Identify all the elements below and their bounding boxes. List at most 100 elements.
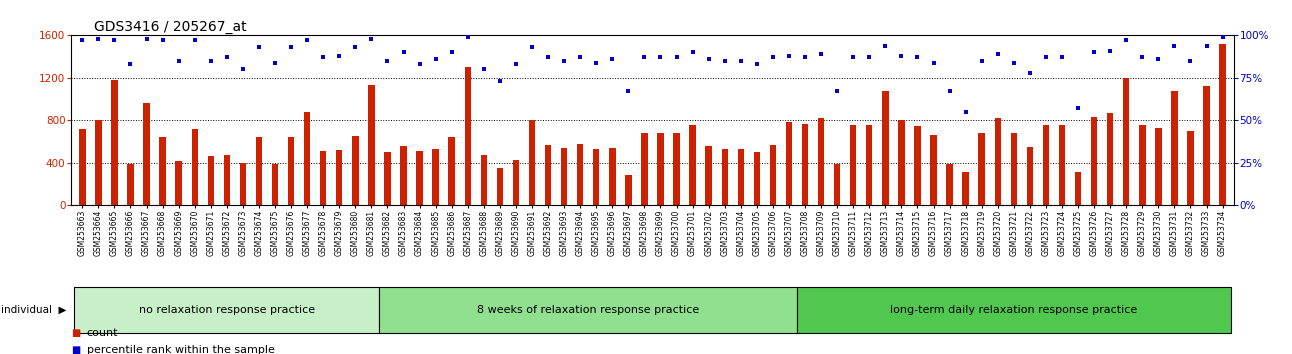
Point (313, 55, 333, 60)
Text: count: count (87, 328, 118, 338)
Point (1132, 55, 1152, 60)
Point (699, 56, 720, 62)
Bar (401, 146, 407, 205)
Bar (753, 152, 760, 205)
Point (859, 55, 880, 60)
Bar (1090, 117, 1097, 205)
Point (490, 79, 510, 84)
Text: GDS3416 / 205267_at: GDS3416 / 205267_at (94, 21, 247, 34)
Point (779, 53, 800, 59)
Point (329, 53, 350, 59)
Bar (866, 125, 872, 205)
Bar (96, 120, 102, 205)
Point (1004, 60, 1025, 65)
Bar (786, 122, 792, 205)
Bar (946, 164, 952, 205)
Bar (320, 151, 327, 205)
Bar (833, 164, 840, 205)
Point (955, 109, 975, 115)
Bar (1010, 133, 1017, 205)
Bar (448, 137, 455, 205)
Bar (770, 145, 776, 205)
Bar (111, 80, 118, 205)
Point (1164, 43, 1185, 48)
Bar (802, 124, 809, 205)
Point (634, 55, 655, 60)
Point (554, 58, 575, 64)
Bar (481, 155, 487, 205)
Bar (818, 118, 824, 205)
Bar (561, 148, 567, 205)
Bar (1187, 131, 1194, 205)
Bar (74, 287, 380, 333)
Bar (1059, 125, 1065, 205)
Text: 8 weeks of relaxation response practice: 8 weeks of relaxation response practice (477, 305, 699, 315)
Point (537, 55, 558, 60)
Point (1036, 55, 1057, 60)
Text: ■: ■ (71, 346, 80, 354)
Bar (513, 160, 519, 205)
Point (570, 55, 590, 60)
Bar (79, 129, 85, 205)
Bar (1140, 125, 1146, 205)
Bar (496, 168, 503, 205)
Point (105, 38, 125, 43)
Text: percentile rank within the sample: percentile rank within the sample (87, 346, 274, 354)
Point (473, 67, 494, 72)
Point (1212, 34, 1233, 40)
Point (185, 38, 205, 43)
Point (1180, 58, 1200, 64)
Bar (176, 161, 182, 205)
Bar (578, 144, 584, 205)
Point (762, 55, 783, 60)
Bar (690, 125, 696, 205)
Bar (882, 91, 889, 205)
Bar (995, 118, 1001, 205)
Point (714, 58, 735, 64)
Point (522, 45, 543, 50)
Text: individual  ▶: individual ▶ (1, 305, 67, 315)
Point (425, 56, 446, 62)
Point (1149, 56, 1169, 62)
Bar (797, 287, 1231, 333)
Bar (545, 145, 552, 205)
Point (1116, 38, 1137, 43)
Bar (433, 149, 439, 205)
Bar (898, 120, 904, 205)
Bar (336, 150, 342, 205)
Point (1052, 55, 1072, 60)
Bar (593, 149, 599, 205)
Bar (1203, 86, 1209, 205)
Point (217, 55, 238, 60)
Point (410, 62, 430, 67)
Point (811, 51, 832, 57)
Bar (641, 133, 647, 205)
Point (1196, 43, 1217, 48)
Bar (658, 133, 664, 205)
Point (280, 45, 301, 50)
Point (248, 45, 269, 50)
Bar (288, 137, 295, 205)
Bar (930, 135, 937, 205)
Bar (1155, 128, 1162, 205)
Bar (159, 137, 165, 205)
Bar (1075, 172, 1081, 205)
Point (377, 58, 398, 64)
Bar (609, 148, 615, 205)
Point (265, 60, 286, 65)
Point (200, 58, 221, 64)
Point (650, 55, 671, 60)
Point (88, 36, 109, 42)
Bar (380, 287, 797, 333)
Point (120, 62, 141, 67)
Point (618, 88, 638, 94)
Point (152, 38, 173, 43)
Point (585, 60, 606, 65)
Bar (1043, 125, 1049, 205)
Bar (128, 164, 133, 205)
Bar (978, 133, 985, 205)
Text: ■: ■ (71, 328, 80, 338)
Bar (673, 133, 680, 205)
Point (72, 38, 93, 43)
Point (842, 55, 863, 60)
